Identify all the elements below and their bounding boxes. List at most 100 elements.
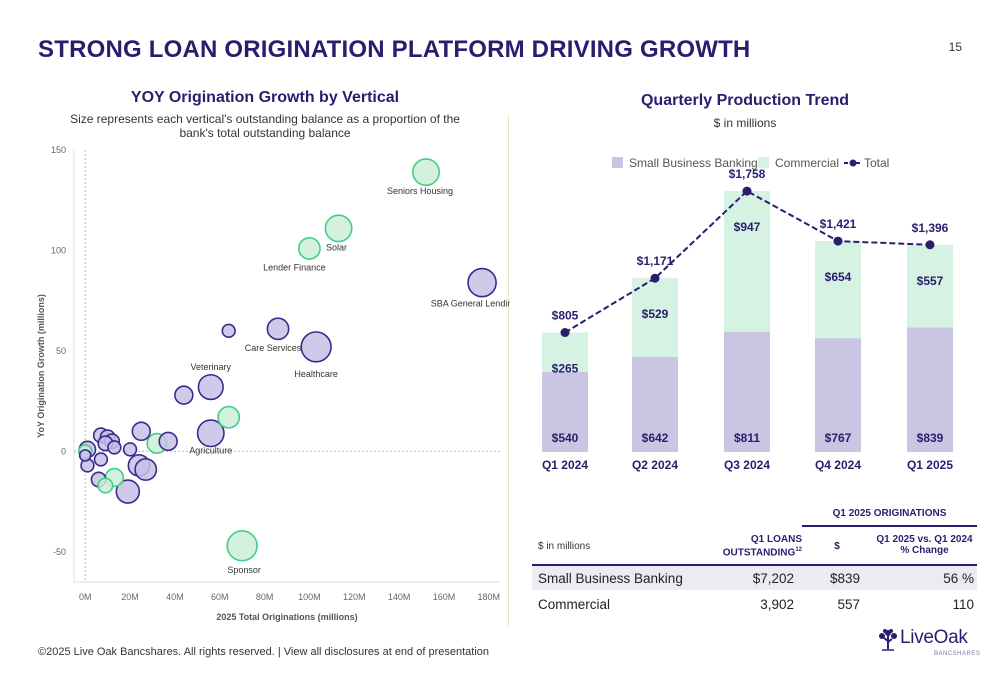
bar-label-commercial: $557 (917, 274, 944, 288)
x-category-label: Q1 2024 (542, 458, 588, 472)
table-col-dollars: $ (834, 541, 840, 552)
table-cell: $7,202 (752, 571, 794, 586)
x-category-label: Q1 2025 (907, 458, 953, 472)
bubble-point (300, 331, 332, 363)
company-logo: LiveOak BANCSHARES (876, 627, 980, 661)
bubble-chart-title: YOY Origination Growth by Vertical (130, 89, 400, 106)
table-cell: Small Business Banking (538, 571, 683, 586)
bar-label-sbb: $540 (552, 431, 579, 445)
bar-label-commercial: $947 (734, 220, 761, 234)
bubble-point (115, 479, 141, 504)
table-col-outstanding-sup: 12 (795, 547, 802, 553)
total-point (650, 273, 660, 283)
table-cell: 56 % (943, 571, 974, 586)
bar-chart: Small Business Banking Commercial Total $54… (542, 156, 953, 472)
bubble-point (197, 373, 224, 401)
bubble-point (221, 323, 236, 339)
total-point (560, 328, 570, 338)
x-tick-label: 140M (388, 592, 411, 602)
bar-commercial (724, 191, 770, 332)
bar-sbb (542, 371, 588, 452)
bubble-point (196, 419, 225, 448)
bubble-label: SBA General Lending (431, 299, 510, 309)
bubble-point (122, 442, 138, 457)
bubble-label: Solar (326, 242, 347, 252)
x-tick-label: 100M (298, 592, 321, 602)
bar-commercial (542, 332, 588, 372)
y-tick-label: 100 (51, 245, 66, 255)
bar-label-sbb: $839 (917, 431, 944, 445)
bubble-point (217, 405, 241, 429)
bubble-chart-subtitle: Size represents each vertical's outstand… (70, 112, 460, 140)
total-point (925, 240, 935, 250)
bubble-point (226, 530, 258, 562)
bubble-label: Agriculture (189, 445, 232, 455)
y-axis-label: YoY Origination Growth (millions) (36, 294, 46, 438)
bubble-label: Veterinary (191, 362, 232, 372)
bubble-label: Care Services (245, 343, 302, 353)
bubble-point (158, 431, 178, 452)
page-number: 15 (948, 40, 962, 54)
legend-marker (849, 159, 857, 167)
legend-label: Commercial (775, 156, 839, 170)
bar-label-commercial: $654 (825, 270, 852, 284)
bubble-point (131, 421, 152, 442)
bubble-point (324, 214, 353, 243)
section-divider (508, 116, 509, 626)
total-label: $1,171 (637, 254, 674, 268)
total-label: $1,396 (912, 221, 949, 235)
x-tick-label: 60M (211, 592, 229, 602)
table-group-rule (802, 525, 977, 527)
bar-commercial (907, 244, 953, 328)
bar-commercial (632, 278, 678, 357)
bar-sbb (815, 338, 861, 452)
table-cell: $839 (829, 571, 860, 586)
bubble-point (134, 458, 158, 481)
bubble-point (93, 452, 109, 467)
footer-disclaimer: ©2025 Live Oak Bancshares. All rights re… (38, 646, 489, 658)
bar-sbb (724, 331, 770, 452)
x-tick-label: 40M (166, 592, 184, 602)
total-label: $1,758 (729, 167, 766, 181)
x-axis-label: 2025 Total Originations (millions) (216, 612, 357, 622)
total-label: $1,421 (820, 217, 857, 231)
bar-sbb (632, 356, 678, 452)
table-row: Commercial 3,902 557 110 (532, 592, 977, 616)
bubble-chart: 0M 20M 40M 60M 80M 100M 120M 140M 160M 180M -50 0 50… (36, 145, 510, 622)
bar-chart-title: Quarterly Production Trend (640, 92, 850, 109)
logo-wordmark: LiveOak (900, 627, 968, 648)
table-col-outstanding: Q1 LOANS OUTSTANDING12 (682, 534, 802, 558)
bubble-point (297, 237, 321, 260)
table-cell: Commercial (538, 597, 611, 612)
x-tick-label: 160M (433, 592, 456, 602)
x-category-label: Q3 2024 (724, 458, 770, 472)
bubble-point (174, 385, 194, 405)
bubble-label: Sponsor (227, 565, 261, 575)
bar-commercial (815, 241, 861, 339)
total-point (742, 186, 752, 196)
total-point (833, 236, 843, 246)
page-title: STRONG LOAN ORIGINATION PLATFORM DRIVING… (38, 36, 751, 63)
bubble-point (412, 158, 441, 187)
y-tick-label: 0 (61, 446, 66, 456)
table-row: Small Business Banking $7,202 $839 56 % (532, 566, 977, 590)
table-group-header: Q1 2025 ORIGINATIONS (832, 508, 947, 519)
bar-label-sbb: $811 (734, 431, 760, 445)
oak-tree-icon (879, 629, 897, 651)
table-cell: 110 (952, 597, 974, 612)
table-header-rule (532, 564, 977, 566)
bubble-label: Lender Finance (263, 262, 326, 272)
x-tick-label: 120M (343, 592, 366, 602)
y-tick-label: 50 (56, 346, 66, 356)
legend-label: Small Business Banking (629, 156, 758, 170)
bar-label-commercial: $265 (552, 362, 579, 376)
table-col-change: Q1 2025 vs. Q1 2024 % Change (876, 534, 973, 556)
bubble-label: Healthcare (294, 369, 338, 379)
x-category-label: Q4 2024 (815, 458, 861, 472)
total-label: $805 (552, 309, 579, 323)
x-tick-label: 180M (478, 592, 501, 602)
x-tick-label: 20M (121, 592, 139, 602)
table-col-outstanding-label: Q1 LOANS OUTSTANDING (722, 534, 802, 559)
bar-label-sbb: $642 (642, 431, 669, 445)
table-cell: 3,902 (760, 597, 794, 612)
